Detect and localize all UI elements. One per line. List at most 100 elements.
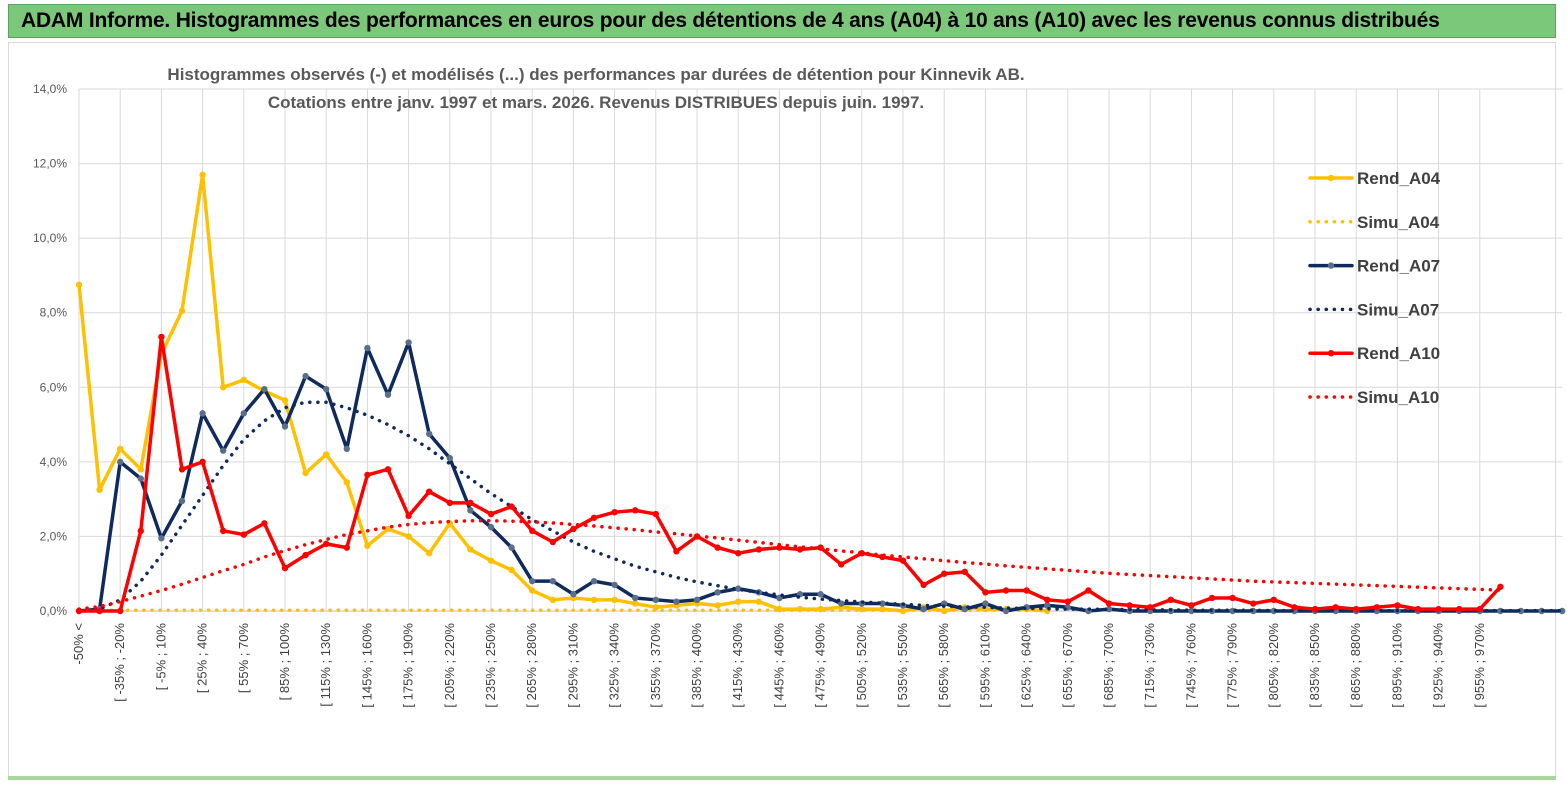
- data-point-rend-a10: [446, 499, 453, 507]
- data-point-rend-a10: [1023, 587, 1030, 594]
- data-point-rend-a10: [1435, 605, 1442, 613]
- data-point-rend-a04: [611, 596, 618, 604]
- data-point-rend-a04: [776, 605, 783, 613]
- y-axis: 0,0% 2,0% 4,0% 6,0% 8,0% 10,0% 12,0% 14,0%: [33, 82, 67, 618]
- data-point-rend-a10: [240, 531, 247, 538]
- y-tick-label: 4,0%: [40, 455, 68, 469]
- data-point-rend-a10: [1291, 604, 1298, 611]
- data-point-rend-a04: [508, 566, 515, 574]
- y-tick-label: 10,0%: [33, 231, 67, 245]
- data-point-rend-a07: [508, 544, 515, 551]
- x-tick-label: [ 565% ; 580%: [936, 623, 951, 708]
- data-point-rend-a10: [941, 570, 948, 577]
- data-point-rend-a07: [281, 423, 289, 430]
- data-point-rend-a04: [817, 605, 824, 613]
- data-point-rend-a07: [158, 535, 165, 542]
- data-point-rend-a07: [920, 605, 927, 613]
- legend-label: Rend_A10: [1357, 344, 1440, 363]
- data-point-rend-a04: [755, 598, 762, 605]
- series-line-rend-a04: [77, 173, 1049, 613]
- data-point-rend-a10: [1105, 600, 1113, 607]
- y-tick-label: 0,0%: [40, 604, 68, 618]
- data-point-rend-a10: [776, 544, 783, 551]
- data-point-rend-a07: [117, 458, 124, 466]
- y-tick-label: 12,0%: [33, 157, 67, 171]
- data-point-rend-a10: [1085, 587, 1092, 594]
- x-tick-label: [ 175% ; 190%: [401, 623, 416, 708]
- x-tick-label: [ 445% ; 460%: [771, 623, 786, 708]
- data-point-rend-a10: [1332, 604, 1339, 611]
- data-point-rend-a07: [178, 497, 186, 505]
- data-point-rend-a10: [1064, 598, 1072, 605]
- data-point-rend-a04: [426, 550, 433, 557]
- data-point-rend-a10: [1373, 604, 1381, 611]
- x-tick-label: [ 625% ; 640%: [1019, 623, 1034, 708]
- x-tick-label: [ 85% ; 100%: [277, 623, 292, 701]
- data-point-rend-a10: [920, 581, 927, 589]
- y-tick-label: 2,0%: [40, 529, 68, 543]
- data-point-rend-a10: [220, 527, 227, 535]
- legend-label: Rend_A04: [1357, 169, 1441, 188]
- x-tick-label: [ 775% ; 790%: [1225, 623, 1240, 708]
- data-point-rend-a10: [1270, 596, 1278, 604]
- series-line-rend-a10: [77, 335, 1503, 613]
- data-point-rend-a04: [714, 602, 721, 609]
- x-tick-label: [ 685% ; 700%: [1101, 623, 1116, 708]
- data-point-rend-a04: [549, 596, 556, 604]
- data-point-rend-a07: [817, 591, 824, 598]
- data-point-rend-a10: [755, 546, 762, 553]
- data-point-rend-a10: [1167, 596, 1175, 604]
- x-tick-label: [ 265% ; 280%: [524, 623, 539, 708]
- data-point-rend-a10: [1250, 600, 1257, 607]
- data-point-rend-a07: [529, 577, 536, 585]
- bottom-divider: [8, 776, 1556, 780]
- legend-label: Simu_A04: [1357, 213, 1440, 232]
- legend-marker: [1327, 174, 1335, 182]
- data-point-rend-a04: [199, 171, 206, 178]
- data-point-rend-a10: [899, 557, 907, 564]
- data-point-rend-a10: [1002, 587, 1010, 594]
- data-point-rend-a07: [1559, 607, 1566, 615]
- y-tick-label: 14,0%: [33, 82, 67, 96]
- x-tick-label: [ 505% ; 520%: [854, 623, 869, 708]
- data-point-rend-a10: [426, 488, 433, 495]
- data-point-rend-a10: [467, 499, 474, 507]
- data-point-rend-a07: [673, 598, 680, 605]
- data-point-rend-a07: [693, 596, 701, 604]
- legend-marker: [1327, 350, 1335, 357]
- data-point-rend-a04: [240, 376, 247, 384]
- report-title: ADAM Informe. Histogrammes des performan…: [21, 9, 1440, 32]
- data-point-rend-a07: [611, 581, 618, 589]
- data-point-rend-a04: [405, 533, 412, 540]
- x-tick-label: [ 205% ; 220%: [442, 623, 457, 708]
- x-tick-label: [ 895% ; 910%: [1389, 623, 1404, 708]
- data-point-rend-a10: [1394, 602, 1401, 609]
- data-point-rend-a07: [1105, 605, 1113, 613]
- x-tick-label: [ 745% ; 760%: [1183, 623, 1198, 708]
- data-point-rend-a10: [261, 520, 268, 527]
- x-tick-label: [ 475% ; 490%: [813, 623, 828, 708]
- data-point-rend-a10: [487, 510, 495, 518]
- data-point-rend-a10: [1456, 605, 1463, 613]
- data-point-rend-a04: [178, 307, 186, 315]
- data-point-rend-a07: [879, 600, 886, 607]
- data-point-rend-a10: [364, 471, 371, 479]
- x-tick-label: [ 805% ; 820%: [1266, 623, 1281, 708]
- data-point-rend-a07: [426, 430, 433, 438]
- data-point-rend-a10: [1414, 605, 1422, 613]
- data-point-rend-a04: [735, 598, 742, 605]
- data-point-rend-a10: [302, 551, 309, 559]
- data-point-rend-a07: [714, 589, 721, 596]
- data-point-rend-a07: [590, 577, 598, 585]
- data-point-rend-a07: [549, 577, 556, 585]
- data-point-rend-a04: [384, 525, 392, 533]
- x-tick-label: [ 235% ; 250%: [483, 623, 498, 708]
- y-tick-label: 8,0%: [40, 306, 68, 320]
- data-point-rend-a10: [735, 550, 742, 557]
- data-point-rend-a10: [529, 527, 536, 535]
- x-tick-label: [ 25% ; 40%: [195, 623, 210, 694]
- data-point-rend-a10: [158, 333, 165, 341]
- data-point-rend-a07: [446, 454, 453, 462]
- data-point-rend-a10: [570, 525, 577, 533]
